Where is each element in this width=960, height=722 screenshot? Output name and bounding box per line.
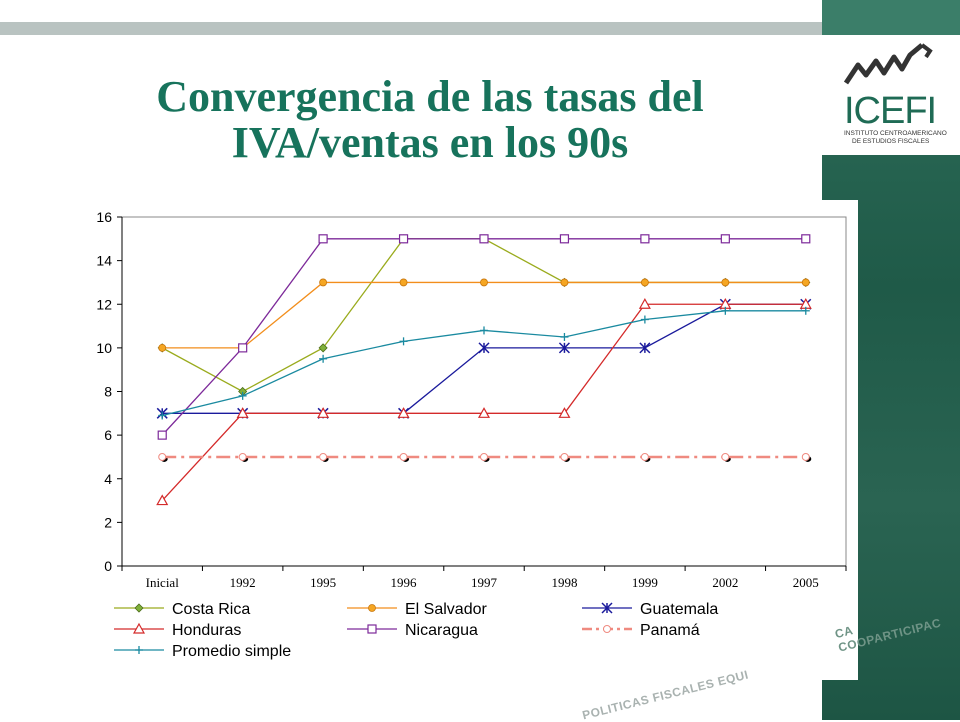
x-tick-label: 1998 (551, 575, 577, 590)
data-point (558, 342, 570, 354)
x-tick-label: 1996 (391, 575, 418, 590)
legend-marker (367, 624, 377, 634)
x-tick-label: 1997 (471, 575, 498, 590)
data-point (801, 306, 810, 315)
legend-label: Nicaragua (405, 622, 478, 639)
data-point (238, 343, 248, 353)
data-point (640, 452, 649, 461)
y-tick-label: 16 (96, 209, 112, 225)
title-line-1: Convergencia de las tasas del (156, 72, 704, 121)
data-point (639, 342, 651, 354)
data-point (238, 391, 247, 400)
data-point (399, 278, 408, 287)
icefi-logo: ICEFI INSTITUTO CENTROAMERICANO DE ESTUD… (822, 35, 960, 155)
x-tick-label: 1995 (310, 575, 336, 590)
data-point (398, 234, 409, 244)
data-point (318, 343, 328, 353)
legend-label: Panamá (640, 622, 700, 639)
legend-label: Honduras (172, 622, 241, 639)
title-line-2: IVA/ventas en los 90s (231, 118, 629, 167)
legend-marker (603, 625, 611, 633)
y-tick-label: 6 (104, 427, 112, 443)
data-point (640, 278, 649, 287)
data-point (156, 494, 169, 506)
data-point (801, 278, 810, 287)
data-point (319, 278, 328, 287)
data-point (399, 337, 408, 346)
legend-marker (132, 622, 146, 634)
data-point (479, 234, 489, 244)
legend-label: El Salvador (405, 601, 487, 618)
logo-subtitle-1: INSTITUTO CENTROAMERICANO (844, 130, 947, 137)
logo-mark-icon: ICEFI INSTITUTO CENTROAMERICANO DE ESTUD… (843, 43, 947, 145)
data-point (721, 278, 730, 287)
top-decorative-bar (0, 22, 822, 35)
data-point (236, 407, 249, 418)
slide-title: Convergencia de las tasas del IVA/ventas… (60, 74, 800, 166)
chart-area: 0 2 4 6 8 10 12 14 16 Inicial 1992 1995 1996 1997 1998… (52, 200, 858, 680)
data-point (559, 234, 570, 244)
legend-label: Guatemala (640, 601, 718, 618)
data-point (560, 332, 569, 341)
data-point (318, 234, 328, 244)
legend-label: Costa Rica (172, 601, 250, 618)
data-point (478, 342, 490, 354)
legend-marker (134, 603, 144, 613)
legend-marker (601, 602, 613, 614)
y-tick-label: 4 (104, 471, 112, 487)
x-tick-label: 1992 (230, 575, 256, 590)
data-point (480, 452, 488, 461)
data-point (560, 278, 569, 287)
data-point (317, 407, 330, 418)
right-top-stripe (822, 0, 960, 35)
data-point (158, 411, 167, 420)
data-point (801, 452, 810, 461)
data-point (721, 306, 730, 315)
y-tick-label: 8 (104, 384, 112, 400)
y-tick-label: 0 (104, 558, 112, 574)
data-point (238, 452, 247, 461)
y-tick-label: 2 (104, 514, 112, 530)
data-point (157, 430, 167, 440)
x-tick-label: 2005 (793, 575, 819, 590)
data-point (397, 407, 410, 418)
data-point (640, 234, 650, 244)
legend-label: Promedio simple (172, 643, 291, 660)
data-point (319, 354, 328, 363)
legend-marker (368, 604, 376, 612)
y-tick-label: 14 (96, 253, 112, 269)
data-point (480, 326, 488, 335)
data-point (480, 278, 488, 287)
plot-frame (121, 216, 847, 567)
data-point (558, 407, 571, 418)
data-point (801, 234, 811, 244)
y-tick-label: 12 (96, 296, 112, 312)
x-tick-label: 2002 (712, 575, 738, 590)
data-point (560, 452, 569, 461)
data-point (319, 452, 328, 461)
data-point (638, 298, 651, 309)
data-point (477, 407, 491, 418)
line-chart: 0 2 4 6 8 10 12 14 16 Inicial 1992 1995 1996 1997 1998… (96, 209, 847, 660)
x-tick-label: 1999 (632, 575, 658, 590)
data-point (158, 452, 167, 461)
x-tick-label: Inicial (146, 575, 180, 590)
logo-subtitle-2: DE ESTUDIOS FISCALES (852, 138, 930, 145)
data-point (399, 452, 408, 461)
data-point (158, 343, 167, 352)
y-tick-label: 10 (96, 340, 112, 356)
data-point (720, 234, 730, 244)
data-point (640, 315, 649, 324)
legend-marker (135, 646, 143, 654)
logo-text: ICEFI (844, 90, 936, 132)
data-point (721, 452, 730, 461)
